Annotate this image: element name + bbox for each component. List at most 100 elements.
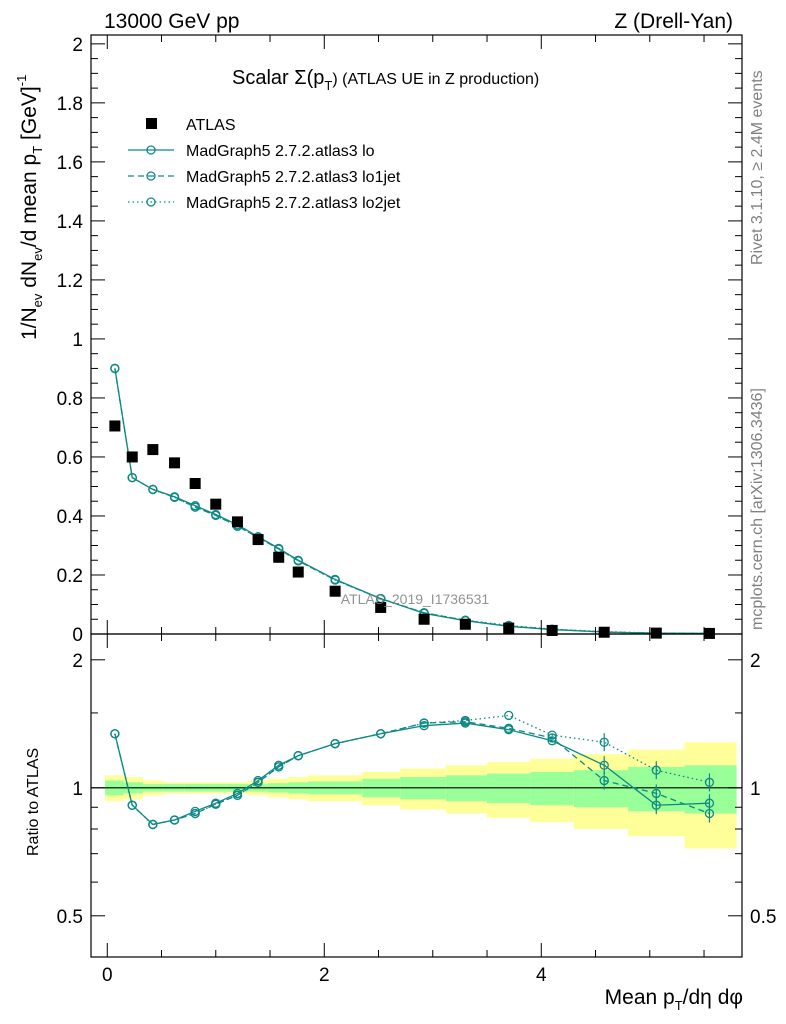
- data-point: [418, 613, 430, 625]
- data-point: [189, 478, 201, 490]
- watermark: ATLAS_2019_I1736531: [341, 591, 490, 607]
- ratio-y-tick-label: 0.5: [57, 907, 83, 928]
- data-point: [546, 624, 558, 636]
- header-left: 13000 GeV pp: [104, 10, 239, 33]
- ratio-point: [704, 808, 715, 819]
- mcplots-label: mcplots.cern.ch [arXiv:1306.3436]: [749, 388, 766, 630]
- legend-label-atlas: ATLAS: [186, 117, 236, 134]
- x-tick-label: 0: [102, 965, 113, 986]
- ratio-series-line-2: [114, 714, 710, 826]
- y-tick-label: 1: [72, 330, 83, 351]
- y-tick-label: 1.2: [57, 271, 83, 292]
- legend-label-lo: MadGraph5 2.7.2.atlas3 lo: [186, 143, 375, 160]
- ratio-point: [547, 736, 557, 746]
- ratio-point: [232, 790, 243, 800]
- ratio-point: [376, 729, 386, 739]
- ratio-y-tick-label-right: 2: [750, 651, 761, 672]
- ratio-y-tick-label-right: 0.5: [750, 907, 776, 928]
- ratio-point: [148, 819, 158, 830]
- main-point: [169, 492, 180, 503]
- x-tick-label: 2: [319, 965, 330, 986]
- ratio-point: [127, 800, 137, 810]
- data-point: [329, 585, 341, 597]
- ratio-point: [274, 762, 284, 772]
- ratio-y-tick-label: 2: [72, 651, 83, 672]
- data-point: [126, 451, 138, 463]
- ratio-point: [330, 739, 340, 749]
- y-axis-label: 1/Nev dNev/d mean pT [GeV]-1: [14, 75, 45, 340]
- ratio-y-tick-label-right: 1: [750, 779, 761, 800]
- y-tick-label: 0.6: [57, 448, 83, 469]
- y-tick-label: 0.4: [57, 507, 84, 528]
- y-tick-label: 1.8: [57, 94, 83, 115]
- ratio-point: [504, 723, 514, 733]
- x-axis-label: Mean pT/dη dφ: [605, 986, 743, 1013]
- ratio-point: [599, 737, 609, 747]
- main-point: [330, 575, 340, 585]
- ratio-point: [599, 775, 609, 786]
- data-point: [375, 601, 387, 613]
- data-point: [147, 444, 159, 456]
- data-point: [231, 516, 243, 528]
- data-point: [503, 622, 515, 634]
- band-inner: [530, 771, 574, 806]
- main-point: [293, 556, 303, 566]
- data-point: [650, 627, 662, 639]
- ratio-point: [293, 751, 303, 761]
- data-point: [292, 566, 304, 578]
- legend: ATLAS MadGraph5 2.7.2.atlas3 lo MadGraph…: [128, 117, 401, 212]
- y-tick-label: 0.8: [57, 389, 83, 410]
- header-right: Z (Drell-Yan): [614, 10, 733, 33]
- ratio-frame: [90, 633, 743, 958]
- data-point: [210, 498, 222, 510]
- ratio-y-axis-label: Ratio to ATLAS: [25, 748, 42, 856]
- y-tick-label: 1.6: [57, 153, 83, 174]
- main-point: [110, 363, 120, 374]
- ratio-point: [651, 765, 661, 775]
- y-tick-label: 2: [72, 35, 83, 56]
- ratio-point: [547, 730, 557, 740]
- ratio-point: [599, 760, 609, 770]
- ratio-panel: 0 2 4 0.5 0.5 1 1 2 2: [57, 620, 776, 986]
- data-point: [273, 551, 285, 563]
- band-inner: [684, 765, 737, 814]
- legend-marker-lo: [146, 145, 156, 155]
- ratio-point: [190, 808, 200, 819]
- rivet-label: Rivet 3.1.10, ≥ 2.4M events: [749, 70, 766, 265]
- legend-label-lo1jet: MadGraph5 2.7.2.atlas3 lo1jet: [186, 169, 401, 186]
- ratio-point: [460, 715, 470, 726]
- ratio-point: [419, 718, 429, 728]
- main-panel: 0 0.2 0.4 0.6 0.8 1 1.2 1.4 1.6 1.8 2: [57, 34, 743, 646]
- band-inner: [573, 770, 629, 808]
- main-point: [127, 472, 137, 483]
- chart-title: Scalar Σ(pT) (ATLAS UE in Z production): [232, 67, 539, 93]
- data-point: [252, 534, 264, 546]
- data-point: [109, 420, 121, 432]
- data-point: [598, 626, 610, 638]
- ratio-point: [169, 815, 180, 825]
- main-point: [190, 502, 200, 512]
- ratio-series-line-1: [114, 721, 710, 826]
- ratio-y-tick-label: 1: [72, 779, 83, 800]
- ratio-point: [547, 733, 557, 743]
- ratio-point: [253, 777, 263, 787]
- data-point: [169, 457, 181, 469]
- y-tick-label: 1.4: [57, 212, 84, 233]
- ratio-point: [419, 721, 429, 731]
- legend-marker-atlas: [146, 118, 157, 129]
- x-tick-label: 4: [536, 965, 547, 986]
- ratio-point: [504, 710, 514, 721]
- legend-label-lo2jet: MadGraph5 2.7.2.atlas3 lo2jet: [186, 195, 401, 212]
- ratio-point: [211, 799, 221, 809]
- main-point: [211, 510, 221, 521]
- y-tick-label: 0: [72, 625, 83, 646]
- data-point: [459, 618, 471, 630]
- ratio-point: [704, 777, 715, 787]
- ratio-point: [651, 788, 661, 799]
- legend-marker-lo1jet: [146, 171, 156, 181]
- y-tick-label: 0.2: [57, 566, 83, 587]
- ratio-point: [110, 729, 120, 739]
- main-point: [148, 484, 158, 495]
- legend-marker-lo2jet: [146, 197, 156, 207]
